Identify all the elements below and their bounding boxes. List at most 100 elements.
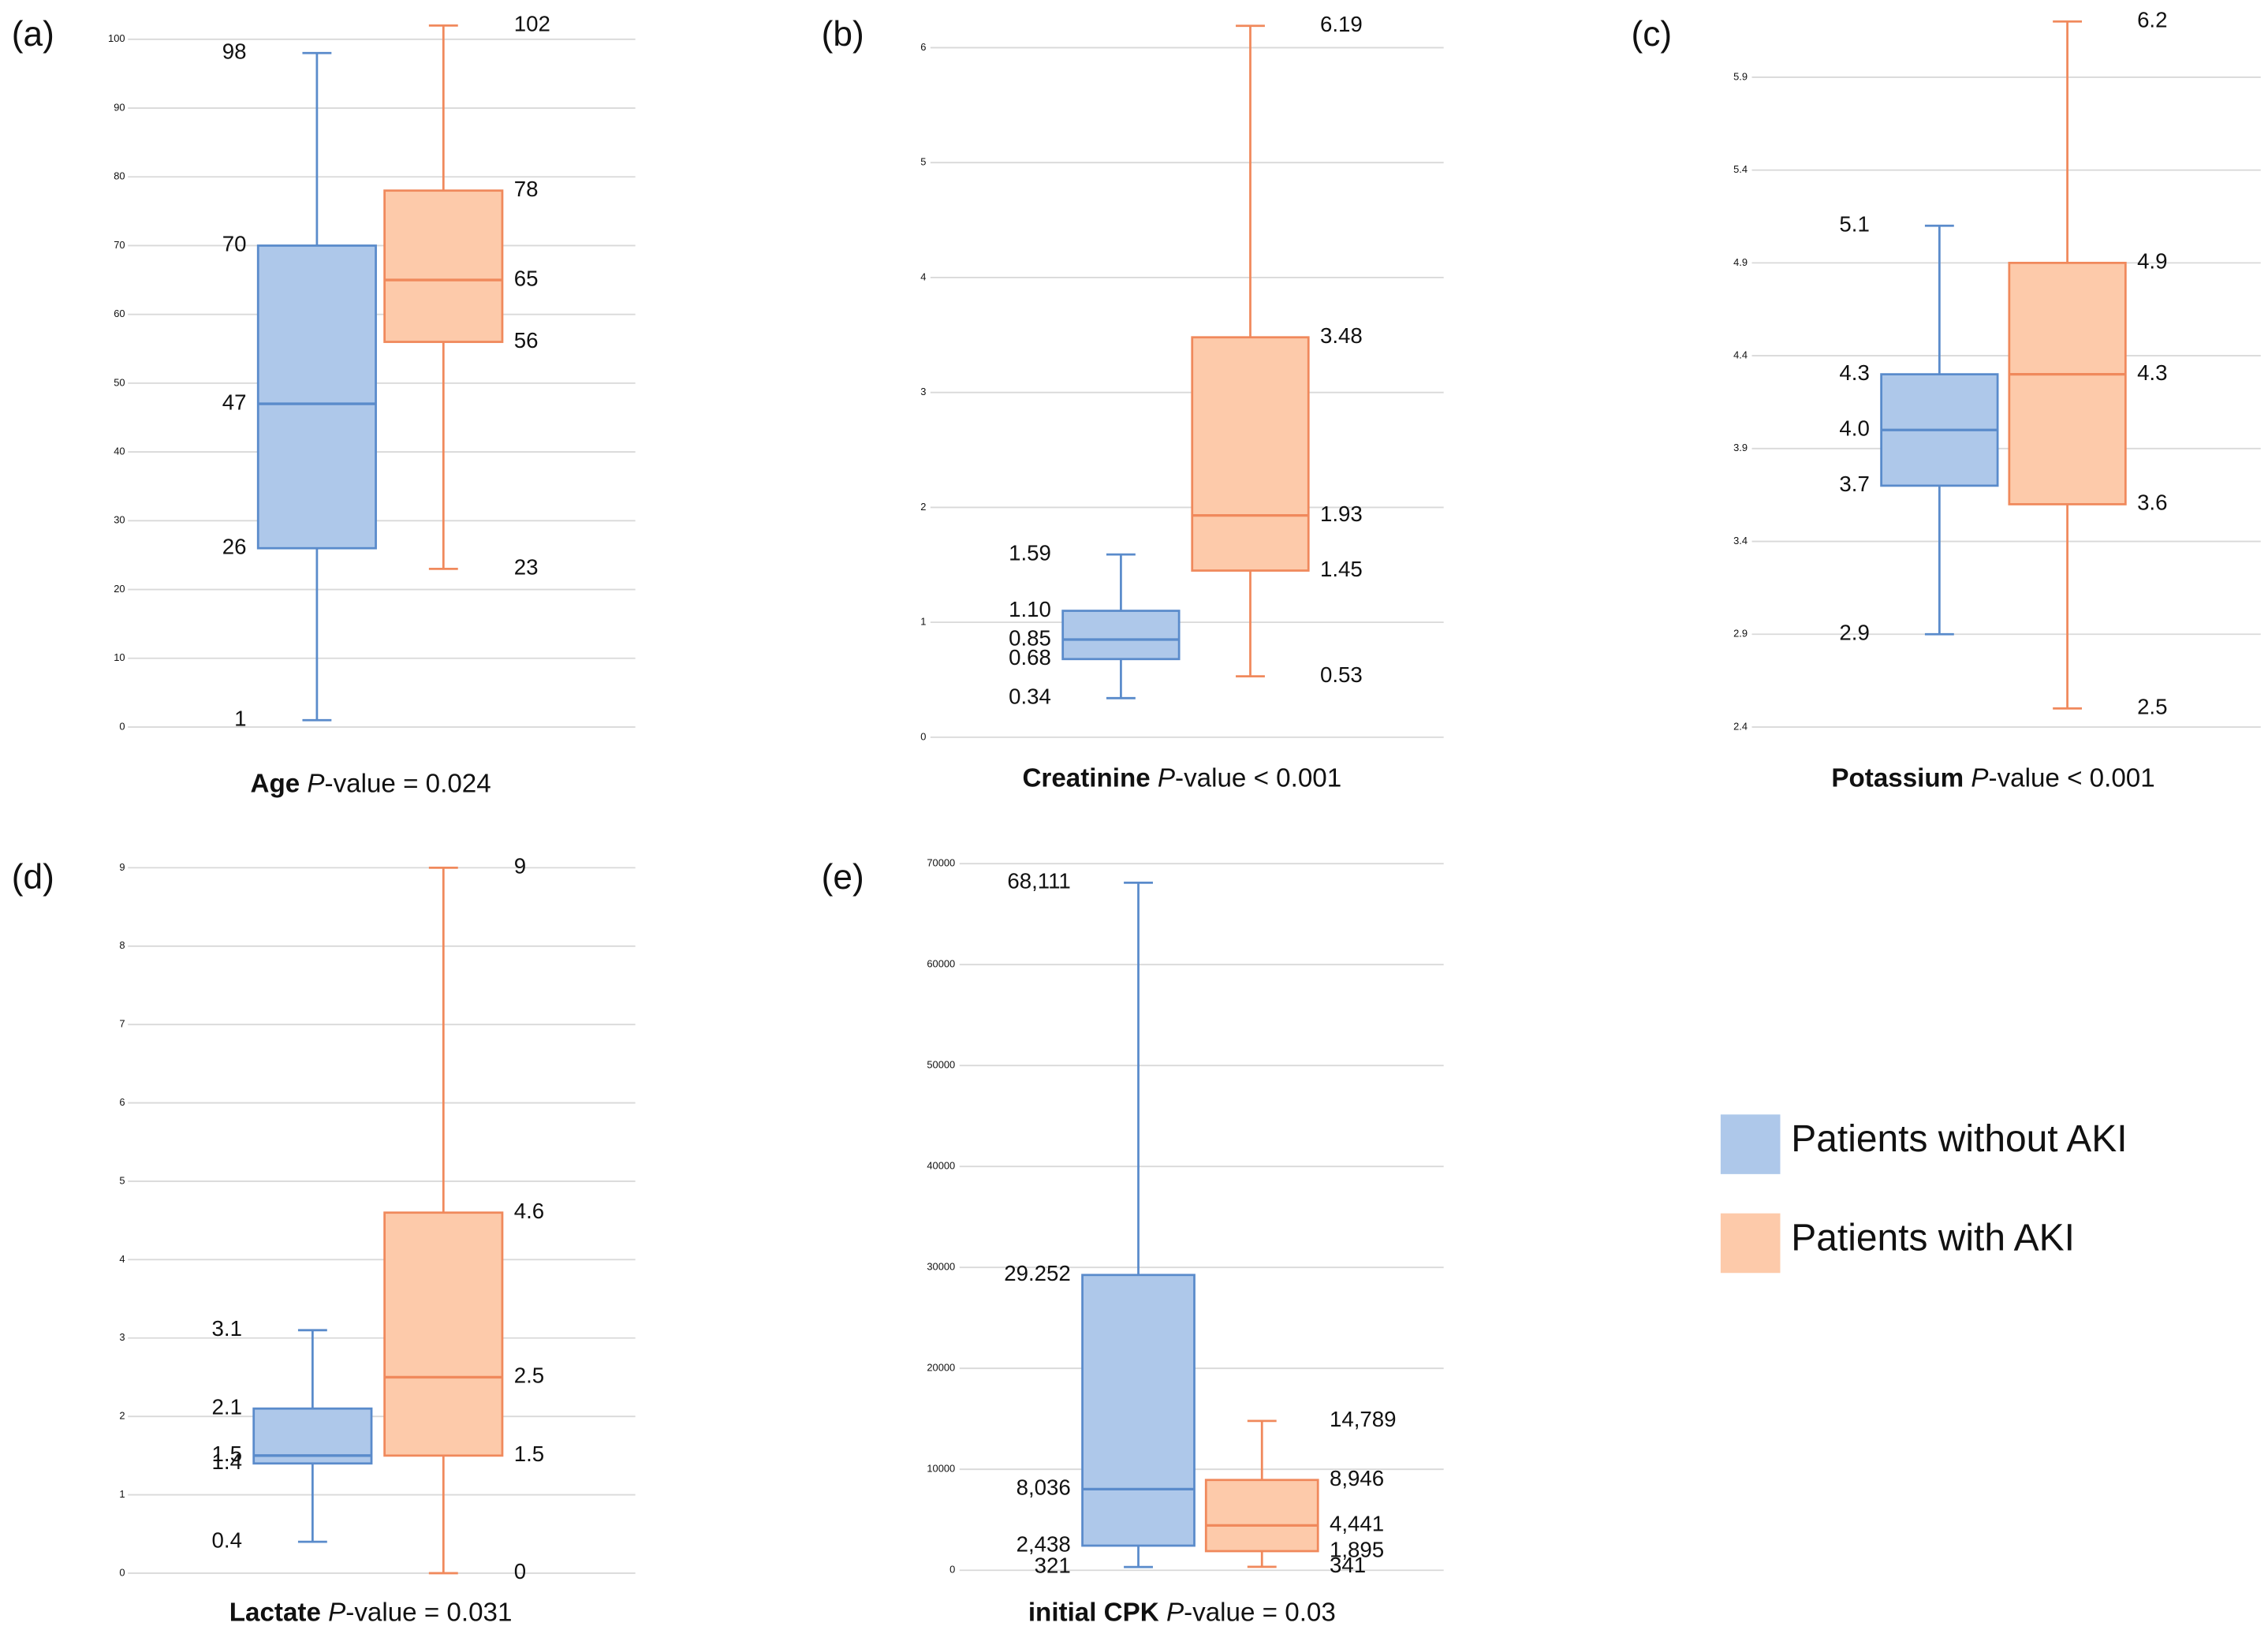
legend-label: Patients without AKI [1791,1118,2127,1160]
value-label: 2.5 [2137,695,2167,719]
title-stat-text: -value = 0.03 [1184,1598,1336,1627]
y-tick-label: 60000 [927,958,955,970]
panel-label: (b) [822,15,864,54]
value-label: 98 [222,39,247,64]
box [1191,336,1310,572]
title-stat-text: -value = 0.031 [345,1598,512,1627]
legend-swatch [1720,1114,1781,1174]
panel-label: (a) [12,15,54,54]
y-tick-label: 50 [114,376,125,388]
value-label: 65 [514,266,539,290]
value-label: 2.9 [1839,621,1869,645]
y-tick-label: 3.4 [1733,535,1748,546]
value-label: 4.3 [1839,360,1869,385]
y-tick-label: 2.9 [1733,628,1748,640]
y-tick-label: 30 [114,514,125,526]
value-label: 4.0 [1839,416,1869,441]
y-tick-label: 4 [920,270,926,282]
value-label: 3.48 [1320,323,1363,348]
y-tick-label: 70 [114,239,125,251]
legend-swatch [1720,1213,1781,1274]
value-label: 4,441 [1330,1512,1384,1536]
value-label: 1,895 [1330,1537,1384,1561]
panel-label: (d) [12,858,54,897]
legend-label: Patients with AKI [1791,1217,2075,1259]
y-tick-label: 0 [920,730,926,742]
value-label: 56 [514,328,539,352]
y-tick-label: 2 [119,1410,125,1422]
y-tick-label: 5 [920,156,926,168]
y-tick-label: 70000 [927,857,955,869]
value-label: 8,946 [1330,1466,1384,1490]
value-label: 0.53 [1320,662,1363,687]
value-label: 14,789 [1330,1407,1397,1431]
chart-title: Lactate P-value = 0.031 [229,1598,513,1627]
title-stat-text: -value < 0.001 [1989,763,2155,793]
y-tick-label: 2.4 [1733,720,1748,732]
y-tick-label: 90 [114,101,125,113]
value-label: 23 [514,555,539,580]
value-label: 26 [222,534,247,558]
panel-label: (c) [1632,15,1673,54]
title-variable: Potassium [1831,763,1964,793]
value-label: 1.5 [212,1442,242,1466]
value-label: 6.19 [1320,12,1363,36]
title-variable: Creatinine [1022,763,1150,793]
title-variable: Age [251,769,300,798]
value-label: 4.6 [514,1199,544,1223]
value-label: 3.7 [1839,472,1869,496]
y-tick-label: 4 [119,1253,125,1265]
value-label: 5.1 [1839,212,1869,237]
title-stat-text: -value = 0.024 [325,769,491,798]
y-tick-label: 5.9 [1733,70,1748,82]
panel-label: (e) [822,858,864,897]
value-label: 9 [514,854,526,878]
y-tick-label: 3 [920,386,926,397]
y-tick-label: 7 [119,1018,125,1030]
title-stat-symbol: P [1166,1598,1184,1627]
value-label: 1.59 [1009,540,1051,565]
value-label: 6.2 [2137,8,2167,32]
title-stat-text: -value < 0.001 [1175,763,1341,793]
value-label: 3.1 [212,1316,242,1341]
chart-title: Creatinine P-value < 0.001 [1022,763,1341,793]
value-label: 3.6 [2137,490,2167,515]
box [256,244,377,550]
y-tick-label: 5.4 [1733,163,1748,175]
box [383,1211,504,1457]
value-label: 1.5 [514,1442,544,1466]
box [1081,1274,1196,1547]
value-label: 70 [222,232,247,256]
title-variable: initial CPK [1028,1598,1159,1627]
chart-title: initial CPK P-value = 0.03 [1028,1598,1336,1627]
value-label: 2.5 [514,1363,544,1388]
y-tick-label: 4.4 [1733,349,1748,360]
title-stat-symbol: P [1158,763,1175,793]
title-variable: Lactate [229,1598,321,1627]
y-tick-label: 10 [114,651,125,663]
value-label: 2.1 [212,1395,242,1419]
value-label: 68,111 [1007,869,1070,893]
y-tick-label: 5 [119,1174,125,1186]
value-label: 47 [222,390,247,414]
y-tick-label: 20000 [927,1362,955,1374]
y-tick-label: 100 [108,32,125,44]
value-label: 0 [514,1559,526,1583]
box [2008,261,2127,505]
y-tick-label: 0 [949,1564,955,1576]
y-tick-label: 10000 [927,1463,955,1475]
value-label: 1.10 [1009,597,1051,621]
value-label: 321 [1035,1553,1071,1577]
title-stat-symbol: P [307,769,324,798]
y-tick-label: 20 [114,583,125,595]
value-label: 0.34 [1009,684,1051,709]
title-stat-symbol: P [1971,763,1988,793]
value-label: 29.252 [1004,1261,1071,1285]
value-label: 1.93 [1320,502,1363,526]
value-label: 2,438 [1016,1531,1071,1556]
value-label: 1.45 [1320,557,1363,581]
y-tick-label: 1 [920,616,926,628]
y-tick-label: 3.9 [1733,442,1748,453]
